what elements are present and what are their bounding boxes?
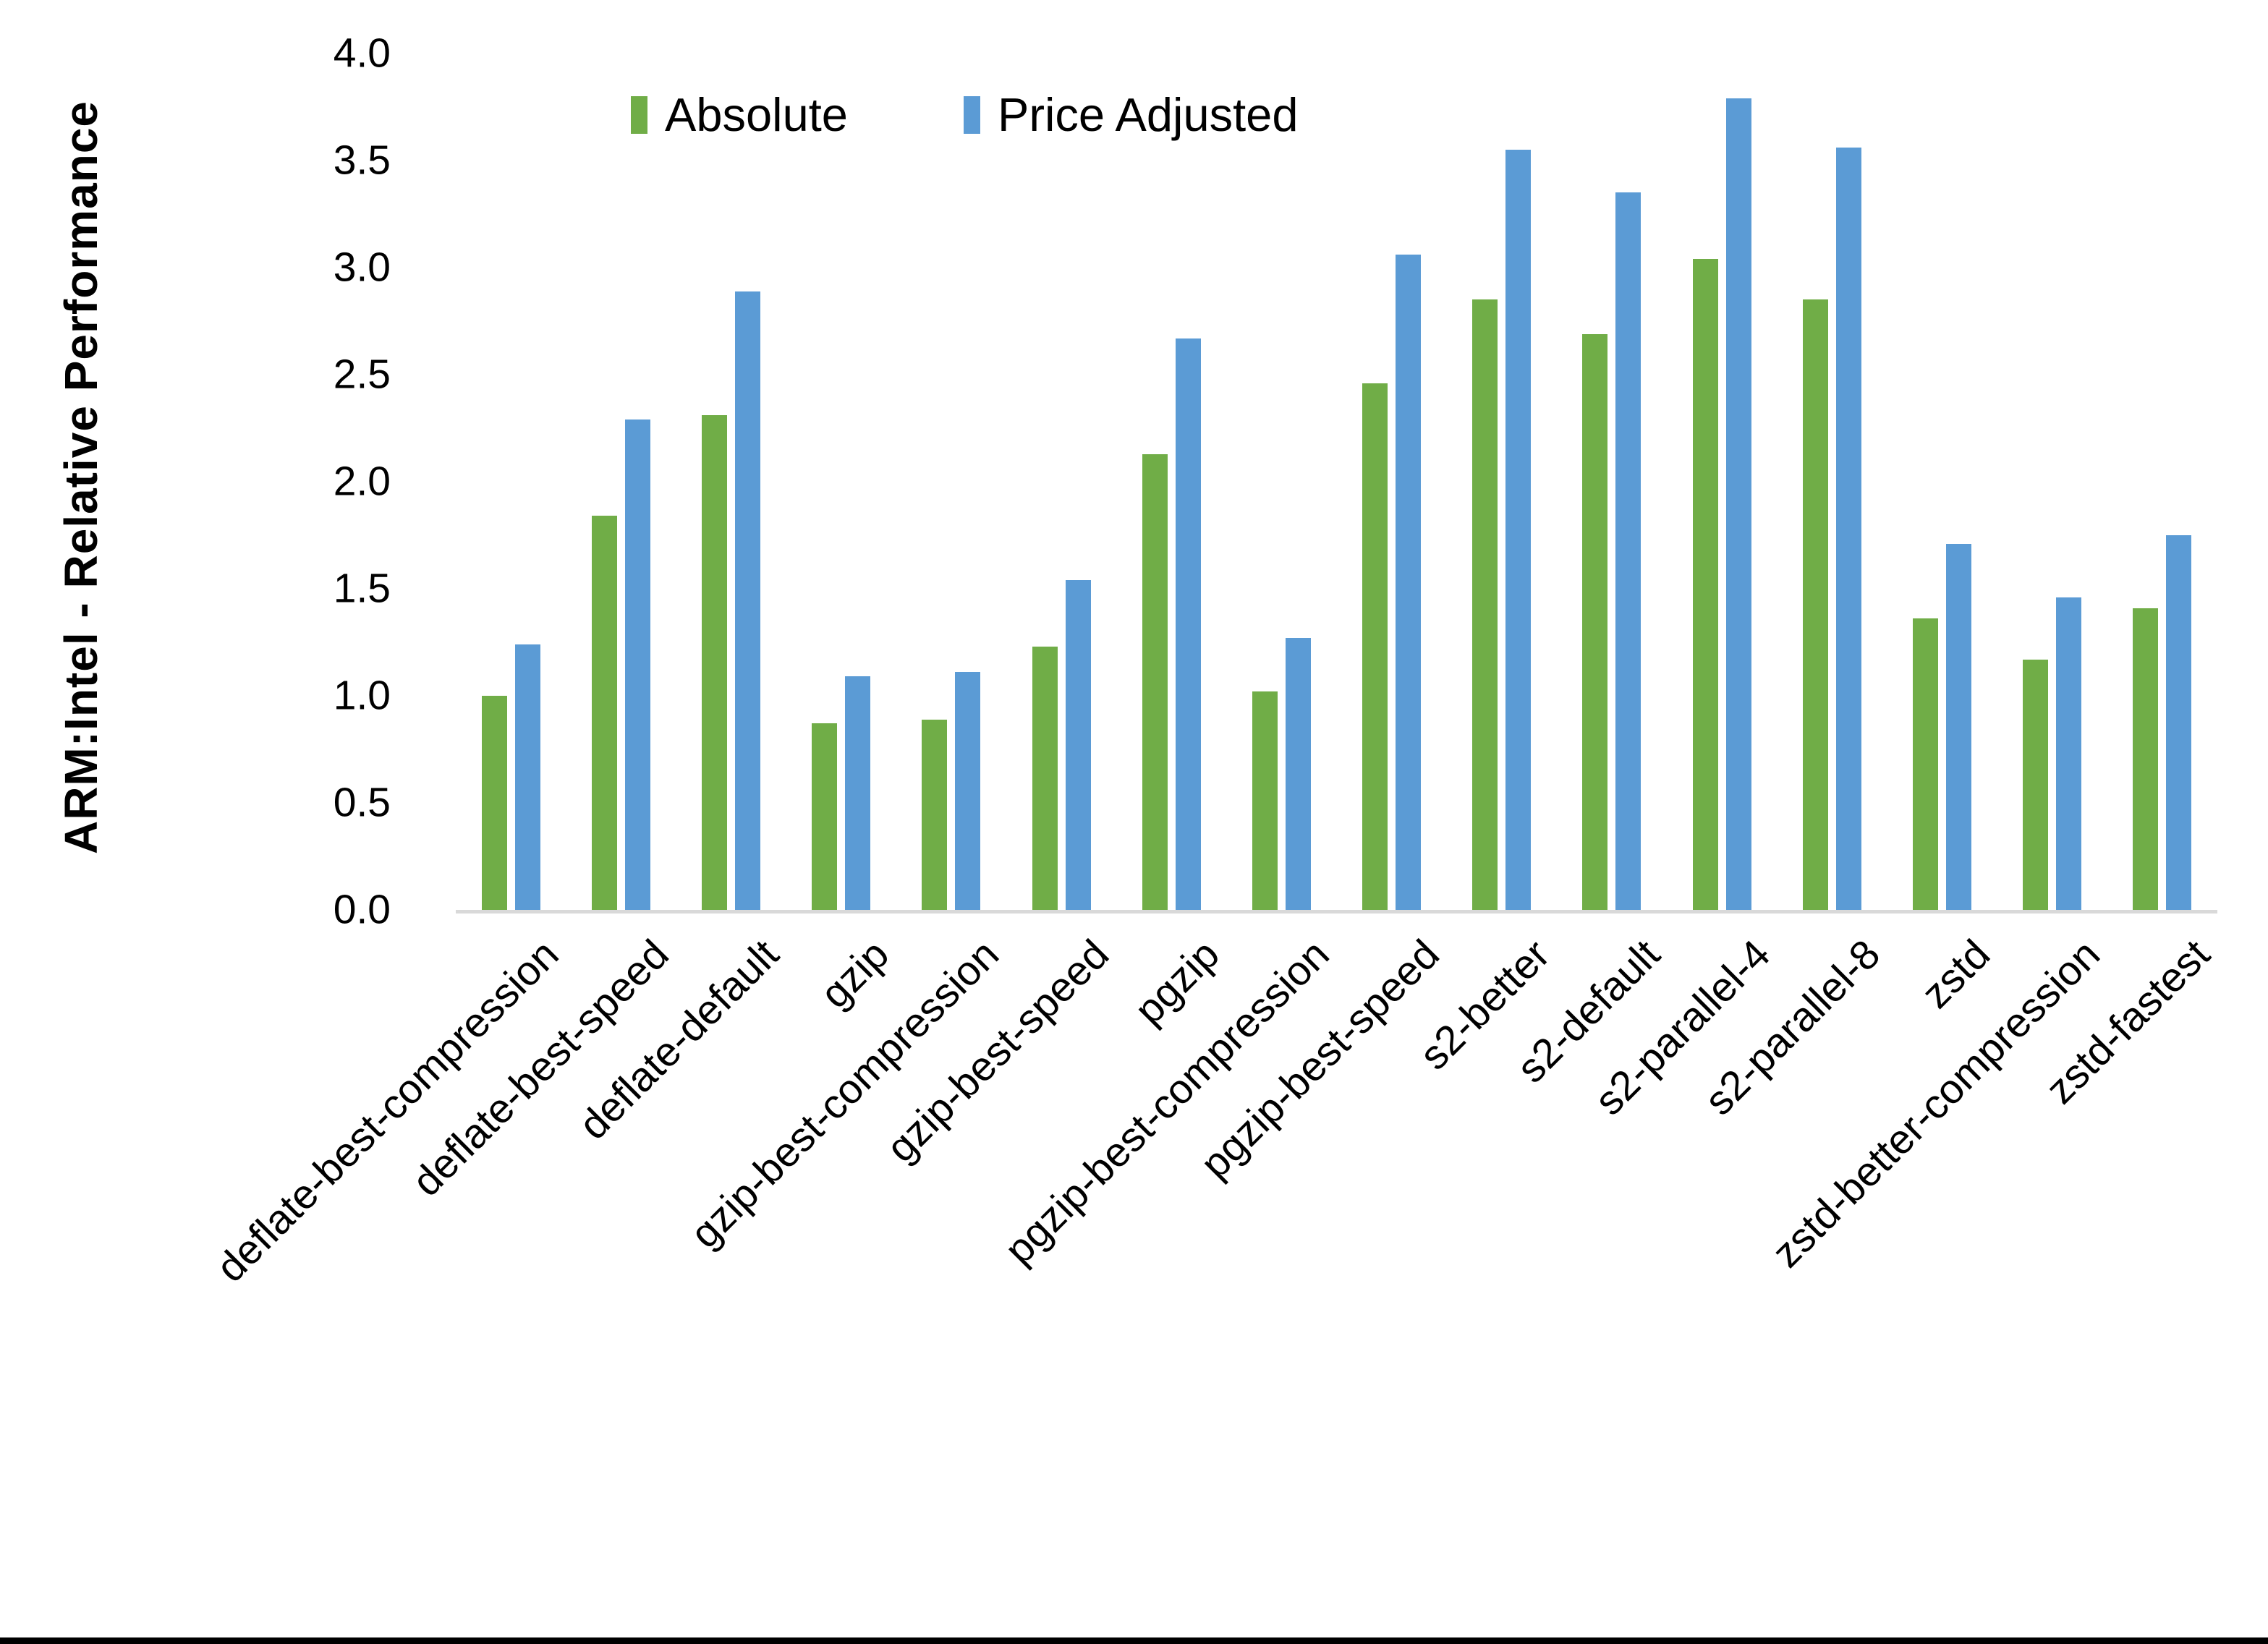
- y-tick-label: 3.0: [333, 244, 391, 291]
- x-category-label-zstd: zstd: [1912, 931, 2000, 1018]
- x-category-label-deflate-default: deflate-default: [570, 931, 789, 1149]
- bar-absolute-s2-parallel-4: [1692, 259, 1718, 910]
- bar-group-zstd-fastest: [2107, 54, 2217, 910]
- screenshot-bottom-border: [0, 1637, 2268, 1644]
- y-tick-label: 2.0: [333, 458, 391, 505]
- bar-price-adjusted-zstd-fastest: [2166, 535, 2192, 910]
- bar-price-adjusted-s2-parallel-4: [1725, 98, 1751, 910]
- bar-absolute-zstd: [1913, 618, 1939, 910]
- bar-price-adjusted-s2-better: [1505, 150, 1532, 910]
- bar-price-adjusted-gzip: [845, 676, 871, 910]
- y-axis-title: ARM:Intel - Relative Performance: [55, 100, 107, 855]
- y-tick-label: 1.5: [333, 565, 391, 612]
- y-tick-label: 1.0: [333, 672, 391, 719]
- legend-item-price-adjusted: Price Adjusted: [963, 88, 1299, 141]
- x-category-label-gzip: gzip: [812, 931, 899, 1018]
- legend-swatch-absolute-icon: [631, 95, 647, 134]
- x-category-label-pgzip: pgzip: [1126, 931, 1228, 1034]
- bar-group-zstd-better-compression: [1997, 54, 2107, 910]
- y-tick-label: 3.5: [333, 137, 391, 184]
- bar-price-adjusted-zstd: [1946, 543, 1972, 910]
- bar-absolute-zstd-better-compression: [2023, 659, 2049, 910]
- y-tick-label: 2.5: [333, 351, 391, 398]
- bar-price-adjusted-s2-parallel-8: [1835, 148, 1861, 910]
- bar-price-adjusted-deflate-best-compression: [514, 644, 540, 910]
- legend-label-absolute: Absolute: [665, 88, 848, 141]
- legend-swatch-price-adjusted-icon: [963, 95, 980, 134]
- bar-absolute-zstd-fastest: [2133, 608, 2159, 910]
- y-tick-label: 0.0: [333, 886, 391, 933]
- bar-group-pgzip-best-compression: [1226, 54, 1336, 910]
- bar-group-s2-default: [1557, 54, 1667, 910]
- bar-absolute-s2-better: [1472, 299, 1498, 910]
- bar-price-adjusted-pgzip: [1175, 338, 1201, 910]
- bar-group-zstd: [1887, 54, 1997, 910]
- bar-absolute-gzip: [812, 723, 838, 910]
- bar-absolute-pgzip-best-speed: [1362, 383, 1388, 910]
- bar-absolute-pgzip-best-compression: [1252, 691, 1278, 910]
- bar-absolute-pgzip: [1142, 453, 1168, 910]
- bar-price-adjusted-pgzip-best-compression: [1285, 638, 1311, 910]
- bar-group-gzip: [786, 54, 896, 910]
- legend: Absolute Price Adjusted: [631, 91, 1299, 138]
- bar-absolute-s2-default: [1582, 333, 1608, 910]
- bar-price-adjusted-deflate-default: [734, 291, 760, 910]
- bar-price-adjusted-s2-default: [1615, 192, 1641, 910]
- bar-absolute-deflate-best-speed: [591, 516, 617, 910]
- y-tick-label: 4.0: [333, 30, 391, 77]
- bar-group-gzip-best-speed: [1006, 54, 1116, 910]
- bar-group-pgzip: [1116, 54, 1226, 910]
- bar-absolute-gzip-best-speed: [1032, 646, 1058, 910]
- bar-group-s2-parallel-4: [1667, 54, 1777, 910]
- bar-absolute-s2-parallel-8: [1802, 299, 1828, 910]
- bar-group-deflate-best-speed: [566, 54, 676, 910]
- bar-absolute-gzip-best-compression: [922, 719, 948, 910]
- bar-price-adjusted-zstd-better-compression: [2056, 597, 2082, 910]
- bar-group-s2-better: [1447, 54, 1557, 910]
- bar-group-deflate-best-compression: [456, 54, 566, 910]
- plot-area: [456, 54, 2217, 913]
- bar-group-deflate-default: [676, 54, 786, 910]
- bar-price-adjusted-deflate-best-speed: [624, 419, 650, 910]
- bar-price-adjusted-gzip-best-compression: [955, 672, 981, 910]
- bar-absolute-deflate-default: [701, 415, 727, 910]
- legend-label-price-adjusted: Price Adjusted: [997, 88, 1299, 141]
- bar-absolute-deflate-best-compression: [481, 696, 507, 910]
- y-axis-ticks: 0.0 0.5 1.0 1.5 2.0 2.5 3.0 3.5 4.0: [203, 33, 391, 930]
- legend-item-absolute: Absolute: [631, 91, 848, 138]
- y-tick-label: 0.5: [333, 779, 391, 826]
- bar-group-pgzip-best-speed: [1337, 54, 1447, 910]
- bar-group-s2-parallel-8: [1777, 54, 1887, 910]
- bar-price-adjusted-gzip-best-speed: [1065, 580, 1091, 910]
- bars-layer: [456, 54, 2217, 910]
- bar-price-adjusted-pgzip-best-speed: [1396, 255, 1422, 910]
- bar-group-gzip-best-compression: [896, 54, 1006, 910]
